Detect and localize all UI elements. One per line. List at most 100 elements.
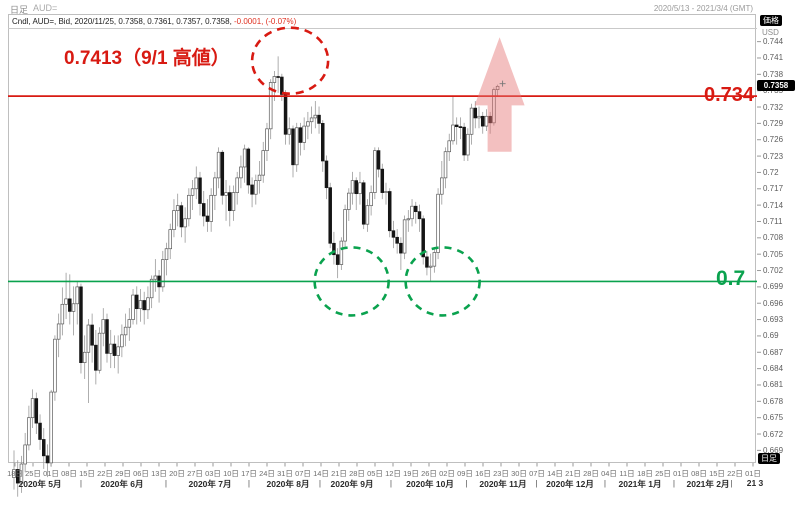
x-axis-day-label: 07日 <box>529 469 545 478</box>
candle-body <box>462 126 466 156</box>
candle-body <box>280 76 284 95</box>
candle-body <box>231 192 236 211</box>
month-separator: | <box>389 478 393 488</box>
candle-body <box>27 417 31 446</box>
x-axis-day-label: 08日 <box>691 469 707 478</box>
y-axis-label: 0.684 <box>763 364 784 374</box>
candle-body <box>406 218 411 221</box>
price-axis-title-badge: 価格 <box>760 15 782 26</box>
x-axis-day-label: 15日 <box>79 469 95 478</box>
candle-body <box>68 298 72 312</box>
y-axis-label: 0.678 <box>763 396 784 406</box>
candle-body <box>250 184 254 195</box>
x-axis-day-label: 15日 <box>709 469 725 478</box>
y-axis-label: 0.72 <box>763 167 779 177</box>
candle-body <box>298 127 303 143</box>
x-axis-month-label: 2021年 1月 <box>618 479 662 489</box>
peak-circle-annotation[interactable] <box>250 26 330 96</box>
x-axis-day-label: 21日 <box>565 469 581 478</box>
candle-body <box>387 191 392 232</box>
month-separator: | <box>603 478 607 488</box>
candle-body <box>94 344 98 371</box>
x-axis-day-label: 20日 <box>169 469 185 478</box>
month-separator: | <box>535 478 538 488</box>
candle-body <box>458 126 463 128</box>
candle-body <box>216 151 221 179</box>
x-axis-month-label: 2020年 6月 <box>100 479 144 489</box>
candle-body <box>287 128 292 135</box>
x-axis-day-label: 07日 <box>295 469 311 478</box>
candle-body <box>261 150 265 176</box>
x-axis-day-label: 04日 <box>601 469 617 478</box>
x-axis-day-label: 02日 <box>439 469 455 478</box>
candle-body <box>373 150 377 193</box>
resistance-price-label[interactable]: 0.734 <box>704 84 755 107</box>
support-touch-circle-2[interactable] <box>404 246 481 317</box>
y-axis-label: 0.732 <box>763 102 784 112</box>
candle-body <box>201 203 206 217</box>
support-touch-circle-1[interactable] <box>313 246 390 317</box>
timeframe-badge[interactable]: 日足 <box>758 453 780 464</box>
x-axis-day-label: 22日 <box>727 469 743 478</box>
y-axis-label: 0.699 <box>763 282 784 292</box>
month-separator: | <box>672 478 676 488</box>
candle-body <box>79 286 83 363</box>
candle-body <box>257 174 262 181</box>
candle-body <box>402 219 407 254</box>
y-axis-label: 0.726 <box>763 135 784 145</box>
candle-body <box>235 177 239 193</box>
x-axis-month-label: 2020年 5月 <box>18 479 62 489</box>
candle-body <box>135 294 139 310</box>
y-axis-label: 0.714 <box>763 200 784 210</box>
candle-body <box>294 127 299 166</box>
candle-body <box>436 193 440 253</box>
y-axis-label: 0.681 <box>763 380 784 390</box>
candle-body <box>213 177 217 196</box>
chart-frame <box>8 14 756 463</box>
candle-body <box>142 300 146 311</box>
breakout-arrow[interactable] <box>474 37 525 152</box>
candle-body <box>376 150 381 170</box>
candle-body <box>239 166 243 179</box>
candle-body <box>194 177 199 190</box>
x-axis-day-label: 25日 <box>655 469 671 478</box>
candle-body <box>473 107 478 119</box>
y-axis-label: 0.729 <box>763 118 784 128</box>
timeframe-label[interactable]: 日足 <box>10 5 29 15</box>
candle-body <box>443 151 448 179</box>
candle-body <box>175 205 180 211</box>
x-axis-day-label: 12日 <box>385 469 401 478</box>
candle-body <box>425 256 429 268</box>
candle-body <box>187 194 191 220</box>
x-axis-day-label: 21日 <box>331 469 347 478</box>
candle-body <box>350 180 355 194</box>
candle-body <box>432 252 437 267</box>
y-axis-label: 0.687 <box>763 347 784 357</box>
x-axis-day-label: 29日 <box>115 469 131 478</box>
x-axis-month-label: 2020年 7月 <box>188 479 232 489</box>
symbol-label[interactable]: AUD= <box>33 3 58 13</box>
x-axis-day-label: 01日 <box>673 469 689 478</box>
quote-ohlc-text: Cndl, AUD=, Bid, 2020/11/25, 0.7358, 0.7… <box>12 17 232 26</box>
y-axis-label: 0.741 <box>763 53 784 63</box>
x-axis-day-label: 17日 <box>241 469 257 478</box>
candle-body <box>410 205 414 220</box>
support-price-label[interactable]: 0.7 <box>716 267 746 291</box>
candle-body <box>138 300 143 310</box>
peak-annotation-label[interactable]: 0.7413（9/1 高値） <box>64 48 230 69</box>
candle-body <box>153 275 158 280</box>
candle-body <box>64 298 68 305</box>
candle-body <box>224 192 228 196</box>
candle-body <box>53 338 57 393</box>
quote-legend[interactable]: Cndl, AUD=, Bid, 2020/11/25, 0.7358, 0.7… <box>12 17 296 26</box>
x-axis-day-label: 01日 <box>43 469 59 478</box>
candle-body <box>209 194 213 222</box>
x-axis-day-label: 27日 <box>187 469 203 478</box>
x-axis-day-label: 11日 <box>619 469 635 478</box>
candle-body <box>108 343 113 354</box>
legend-divider <box>8 28 757 29</box>
x-axis-month-label: 2021年 2月 <box>686 479 730 489</box>
candle-body <box>477 115 481 119</box>
candle-body <box>380 168 385 193</box>
